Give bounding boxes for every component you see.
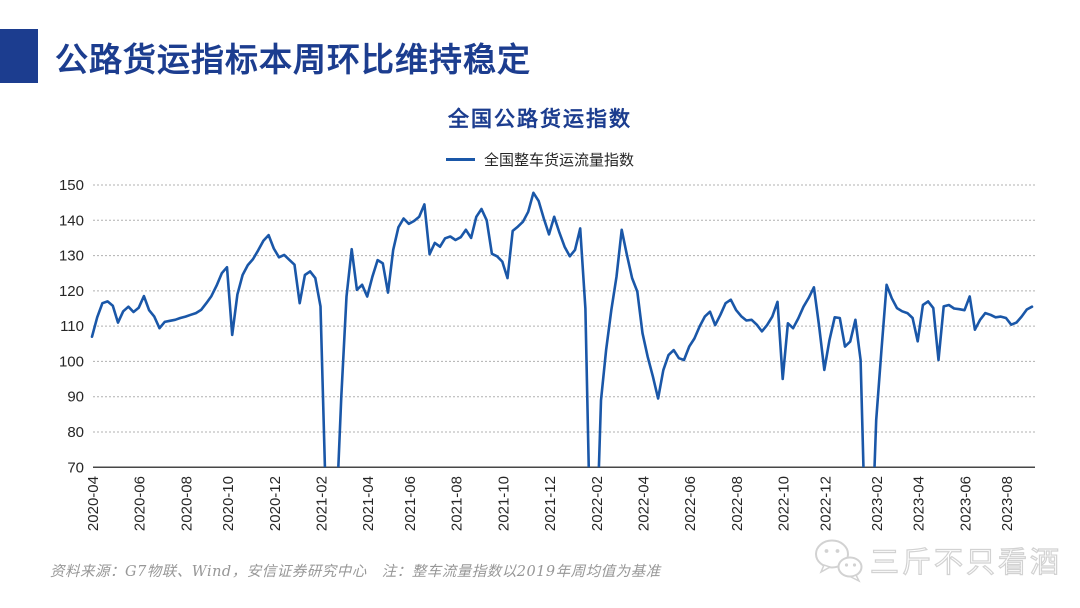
x-tick-label: 2021-10 — [495, 476, 512, 531]
x-tick-label: 2021-06 — [402, 476, 419, 531]
chart-title: 全国公路货运指数 — [448, 106, 632, 131]
x-tick-label: 2021-08 — [449, 476, 466, 531]
x-tick-label: 2021-04 — [360, 476, 377, 531]
x-tick-label: 2022-08 — [729, 476, 746, 531]
source-note: 资料来源：G7物联、Wind，安信证券研究中心 注：整车流量指数以2019年周均… — [50, 564, 661, 580]
y-tick-label: 80 — [67, 424, 84, 441]
title-accent-square — [0, 29, 38, 83]
x-tick-label: 2023-04 — [911, 476, 928, 531]
x-tick-label: 2023-06 — [957, 476, 974, 531]
x-tick-label: 2021-12 — [542, 476, 559, 531]
legend-label: 全国整车货运流量指数 — [483, 152, 634, 169]
x-tick-label: 2020-10 — [220, 476, 237, 531]
x-tick-label: 2021-02 — [314, 476, 331, 531]
x-tick-label: 2020-04 — [85, 476, 102, 531]
freight-index-series-line — [90, 191, 1034, 468]
x-tick-label: 2020-12 — [267, 476, 284, 531]
legend-line-marker — [445, 157, 475, 162]
x-tick-label: 2022-12 — [817, 476, 834, 531]
x-tick-label: 2022-06 — [682, 476, 699, 531]
x-tick-label: 2022-04 — [635, 476, 652, 531]
page-title: 公路货运指标本周环比维持稳定 — [55, 40, 531, 79]
x-tick-label: 2023-02 — [869, 476, 886, 531]
y-tick-label: 90 — [67, 389, 84, 406]
y-tick-label: 120 — [59, 283, 84, 300]
y-tick-label: 140 — [59, 212, 84, 229]
chart-legend: 全国整车货运流量指数 — [0, 149, 1080, 170]
x-tick-label: 2020-06 — [132, 476, 149, 531]
x-tick-label: 2022-02 — [589, 476, 606, 531]
y-tick-label: 100 — [59, 353, 84, 370]
x-tick-label: 2020-08 — [178, 476, 195, 531]
y-tick-label: 130 — [59, 248, 84, 265]
y-tick-label: 150 — [59, 177, 84, 194]
x-tick-label: 2022-10 — [776, 476, 793, 531]
y-tick-label: 110 — [60, 318, 84, 335]
y-tick-label: 70 — [67, 459, 84, 476]
x-tick-label: 2023-08 — [999, 476, 1016, 531]
